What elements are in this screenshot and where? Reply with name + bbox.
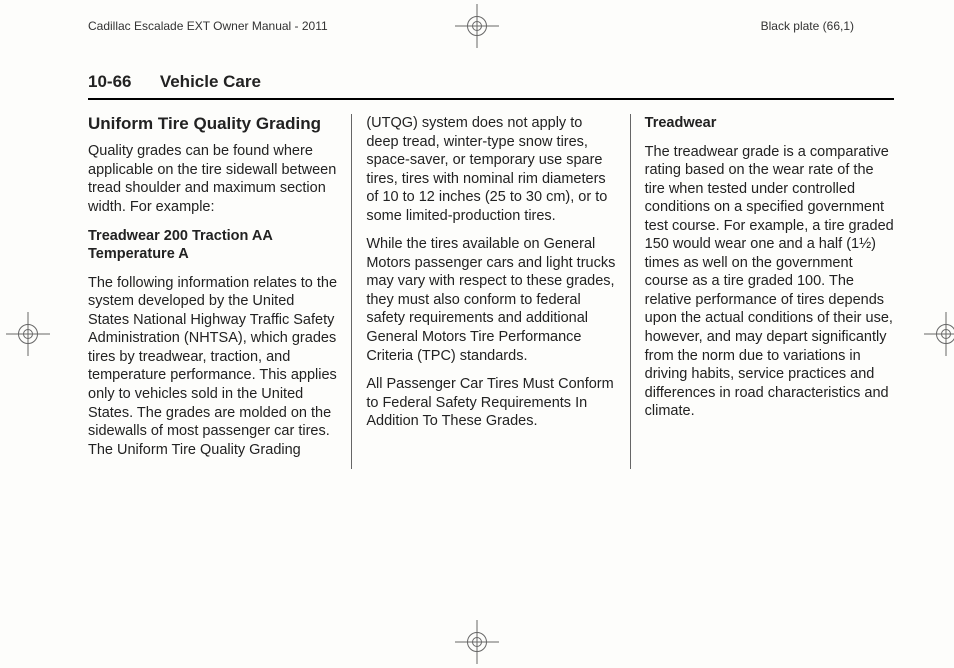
column-3: Treadwear The treadwear grade is a compa… [630, 114, 894, 469]
running-header: 10-66 Vehicle Care [88, 72, 894, 100]
col2-p3: All Passenger Car Tires Must Conform to … [366, 375, 615, 431]
page-content: 10-66 Vehicle Care Uniform Tire Quality … [88, 72, 894, 620]
crop-header: Cadillac Escalade EXT Owner Manual - 201… [88, 19, 894, 33]
text-columns: Uniform Tire Quality Grading Quality gra… [88, 114, 894, 469]
col1-p2: Treadwear 200 Traction AA Temperature A [88, 227, 337, 264]
column-1: Uniform Tire Quality Grading Quality gra… [88, 114, 351, 469]
col1-p3: The following information relates to the… [88, 274, 337, 459]
registration-mark-bottom [455, 620, 499, 664]
col2-p1: (UTQG) system does not apply to deep tre… [366, 114, 615, 225]
col3-p1: The treadwear grade is a comparative rat… [645, 143, 894, 421]
col2-p2: While the tires available on General Mot… [366, 235, 615, 365]
utqg-heading: Uniform Tire Quality Grading [88, 114, 337, 134]
registration-mark-left [6, 312, 50, 356]
section-title: Vehicle Care [160, 72, 261, 91]
column-2: (UTQG) system does not apply to deep tre… [351, 114, 629, 469]
plate-info: Black plate (66,1) [761, 19, 854, 33]
col1-p1: Quality grades can be found where applic… [88, 142, 337, 216]
doc-title: Cadillac Escalade EXT Owner Manual - 201… [88, 19, 328, 33]
treadwear-heading: Treadwear [645, 114, 894, 133]
page-number: 10-66 [88, 72, 131, 91]
registration-mark-right [924, 312, 954, 356]
